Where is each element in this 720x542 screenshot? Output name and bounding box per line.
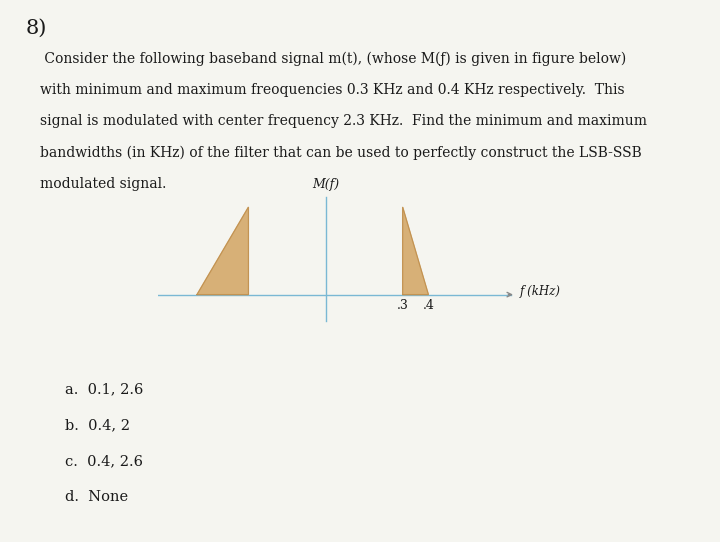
- Text: f (kHz): f (kHz): [520, 285, 561, 298]
- Text: bandwidths (in KHz) of the filter that can be used to perfectly construct the LS: bandwidths (in KHz) of the filter that c…: [40, 146, 642, 160]
- Text: .4: .4: [423, 299, 434, 312]
- Text: c.  0.4, 2.6: c. 0.4, 2.6: [65, 454, 143, 468]
- Text: modulated signal.: modulated signal.: [40, 177, 166, 191]
- Text: Consider the following baseband signal m(t), (whose M(ƒ) is given in figure belo: Consider the following baseband signal m…: [40, 51, 626, 66]
- Polygon shape: [402, 207, 428, 295]
- Text: with minimum and maximum freoquencies 0.3 KHz and 0.4 KHz respectively.  This: with minimum and maximum freoquencies 0.…: [40, 83, 624, 97]
- Text: M(f): M(f): [312, 178, 339, 191]
- Text: .3: .3: [397, 299, 409, 312]
- Text: b.  0.4, 2: b. 0.4, 2: [65, 418, 130, 433]
- Text: d.  None: d. None: [65, 490, 128, 504]
- Polygon shape: [197, 207, 248, 295]
- Text: signal is modulated with center frequency 2.3 KHz.  Find the minimum and maximum: signal is modulated with center frequenc…: [40, 114, 647, 128]
- Text: a.  0.1, 2.6: a. 0.1, 2.6: [65, 382, 143, 396]
- Text: 8): 8): [25, 19, 47, 38]
